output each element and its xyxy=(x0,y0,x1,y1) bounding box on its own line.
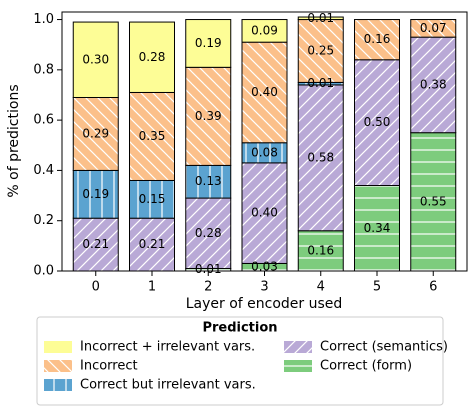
y-tick-label: 0.6 xyxy=(33,113,54,128)
y-tick-label: 1.0 xyxy=(33,12,54,27)
bar-segment xyxy=(297,16,344,21)
value-label: 0.55 xyxy=(420,194,447,208)
value-label: 0.19 xyxy=(195,36,222,50)
value-label: 0.21 xyxy=(139,237,166,251)
x-tick-label: 5 xyxy=(373,280,381,295)
value-label: 0.25 xyxy=(307,43,334,57)
value-label: 0.58 xyxy=(307,150,334,164)
bar-segment xyxy=(241,41,288,144)
x-tick-label: 0 xyxy=(92,280,100,295)
legend-label: Correct but irrelevant vars. xyxy=(80,378,256,393)
value-label: 0.50 xyxy=(364,115,391,129)
legend-swatch xyxy=(284,341,312,353)
bar-segment xyxy=(185,19,232,68)
bar-segment xyxy=(72,21,119,98)
bar-segment xyxy=(129,217,175,272)
value-label: 0.40 xyxy=(251,206,278,220)
bar-segment xyxy=(72,96,119,171)
legend-swatch xyxy=(44,341,72,353)
value-label: 0.16 xyxy=(307,243,334,257)
plot-frame xyxy=(61,11,468,272)
y-tick-label: 0.8 xyxy=(33,62,54,77)
y-tick-label: 0.4 xyxy=(33,163,54,178)
value-label: 0.09 xyxy=(251,23,278,37)
value-label: 0.07 xyxy=(420,21,447,35)
value-label: 0.01 xyxy=(195,262,222,276)
value-label: 0.21 xyxy=(82,237,109,251)
value-label: 0.13 xyxy=(195,174,222,188)
x-axis-label: Layer of encoder used xyxy=(186,296,343,312)
x-tick-label: 3 xyxy=(260,280,268,295)
x-tick-label: 1 xyxy=(148,280,156,295)
bar-segment xyxy=(297,230,344,272)
legend-title: Prediction xyxy=(202,321,277,336)
value-label: 0.01 xyxy=(307,11,334,25)
bar-segment xyxy=(410,19,457,38)
legend-swatch xyxy=(284,360,312,372)
value-label: 0.28 xyxy=(195,226,222,240)
value-label: 0.08 xyxy=(251,145,278,159)
value-label: 0.01 xyxy=(307,76,334,90)
bar-segment xyxy=(241,162,288,264)
bar-segment xyxy=(354,19,400,61)
bar-segment xyxy=(241,19,288,43)
value-label: 0.35 xyxy=(139,129,166,143)
legend-swatch xyxy=(44,360,72,372)
y-tick-label: 0.2 xyxy=(33,213,54,228)
legend-label: Incorrect + irrelevant vars. xyxy=(80,340,255,355)
bar-segment xyxy=(185,66,232,166)
bar-segment xyxy=(185,164,232,199)
value-label: 0.38 xyxy=(420,77,447,91)
value-label: 0.03 xyxy=(251,260,278,274)
value-label: 0.16 xyxy=(364,32,391,46)
bar-segment xyxy=(354,185,400,272)
legend-swatch xyxy=(44,379,72,391)
value-label: 0.30 xyxy=(82,52,109,66)
value-label: 0.28 xyxy=(139,50,166,64)
y-axis-label: % of predictions xyxy=(6,84,22,197)
x-tick-label: 6 xyxy=(429,280,437,295)
value-label: 0.15 xyxy=(139,192,166,206)
value-label: 0.39 xyxy=(195,109,222,123)
value-label: 0.19 xyxy=(82,187,109,201)
legend-label: Correct (form) xyxy=(320,359,412,374)
legend-label: Incorrect xyxy=(80,359,138,374)
bar-segment xyxy=(72,169,119,219)
legend-label: Correct (semantics) xyxy=(320,340,448,355)
x-tick-label: 4 xyxy=(317,280,325,295)
value-label: 0.34 xyxy=(364,221,391,235)
bar-segment xyxy=(129,21,175,93)
bar-segment xyxy=(297,84,344,232)
value-label: 0.40 xyxy=(251,85,278,99)
y-tick-label: 0.0 xyxy=(33,264,54,279)
value-label: 0.29 xyxy=(82,126,109,140)
x-tick-label: 2 xyxy=(204,280,212,295)
legend-box xyxy=(36,316,444,406)
